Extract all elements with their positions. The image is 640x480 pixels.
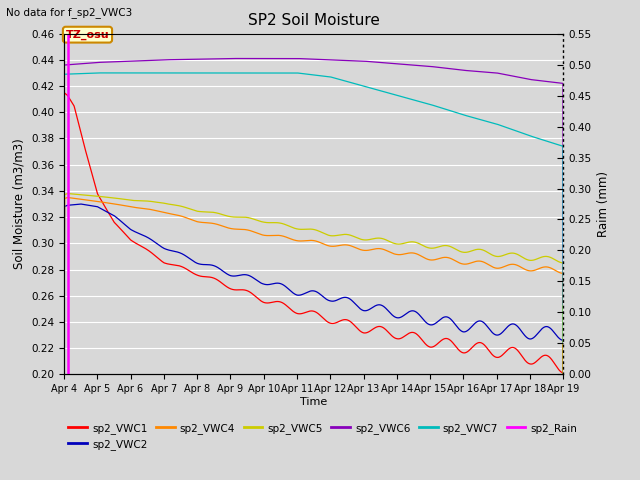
Text: TZ_osu: TZ_osu [66,30,109,40]
Y-axis label: Raim (mm): Raim (mm) [596,171,610,237]
Title: SP2 Soil Moisture: SP2 Soil Moisture [248,13,380,28]
Legend: sp2_VWC1, sp2_VWC2, sp2_VWC4, sp2_VWC5, sp2_VWC6, sp2_VWC7, sp2_Rain: sp2_VWC1, sp2_VWC2, sp2_VWC4, sp2_VWC5, … [64,419,582,454]
Text: No data for f_sp2_VWC3: No data for f_sp2_VWC3 [6,7,132,18]
Y-axis label: Soil Moisture (m3/m3): Soil Moisture (m3/m3) [13,139,26,269]
X-axis label: Time: Time [300,397,327,407]
